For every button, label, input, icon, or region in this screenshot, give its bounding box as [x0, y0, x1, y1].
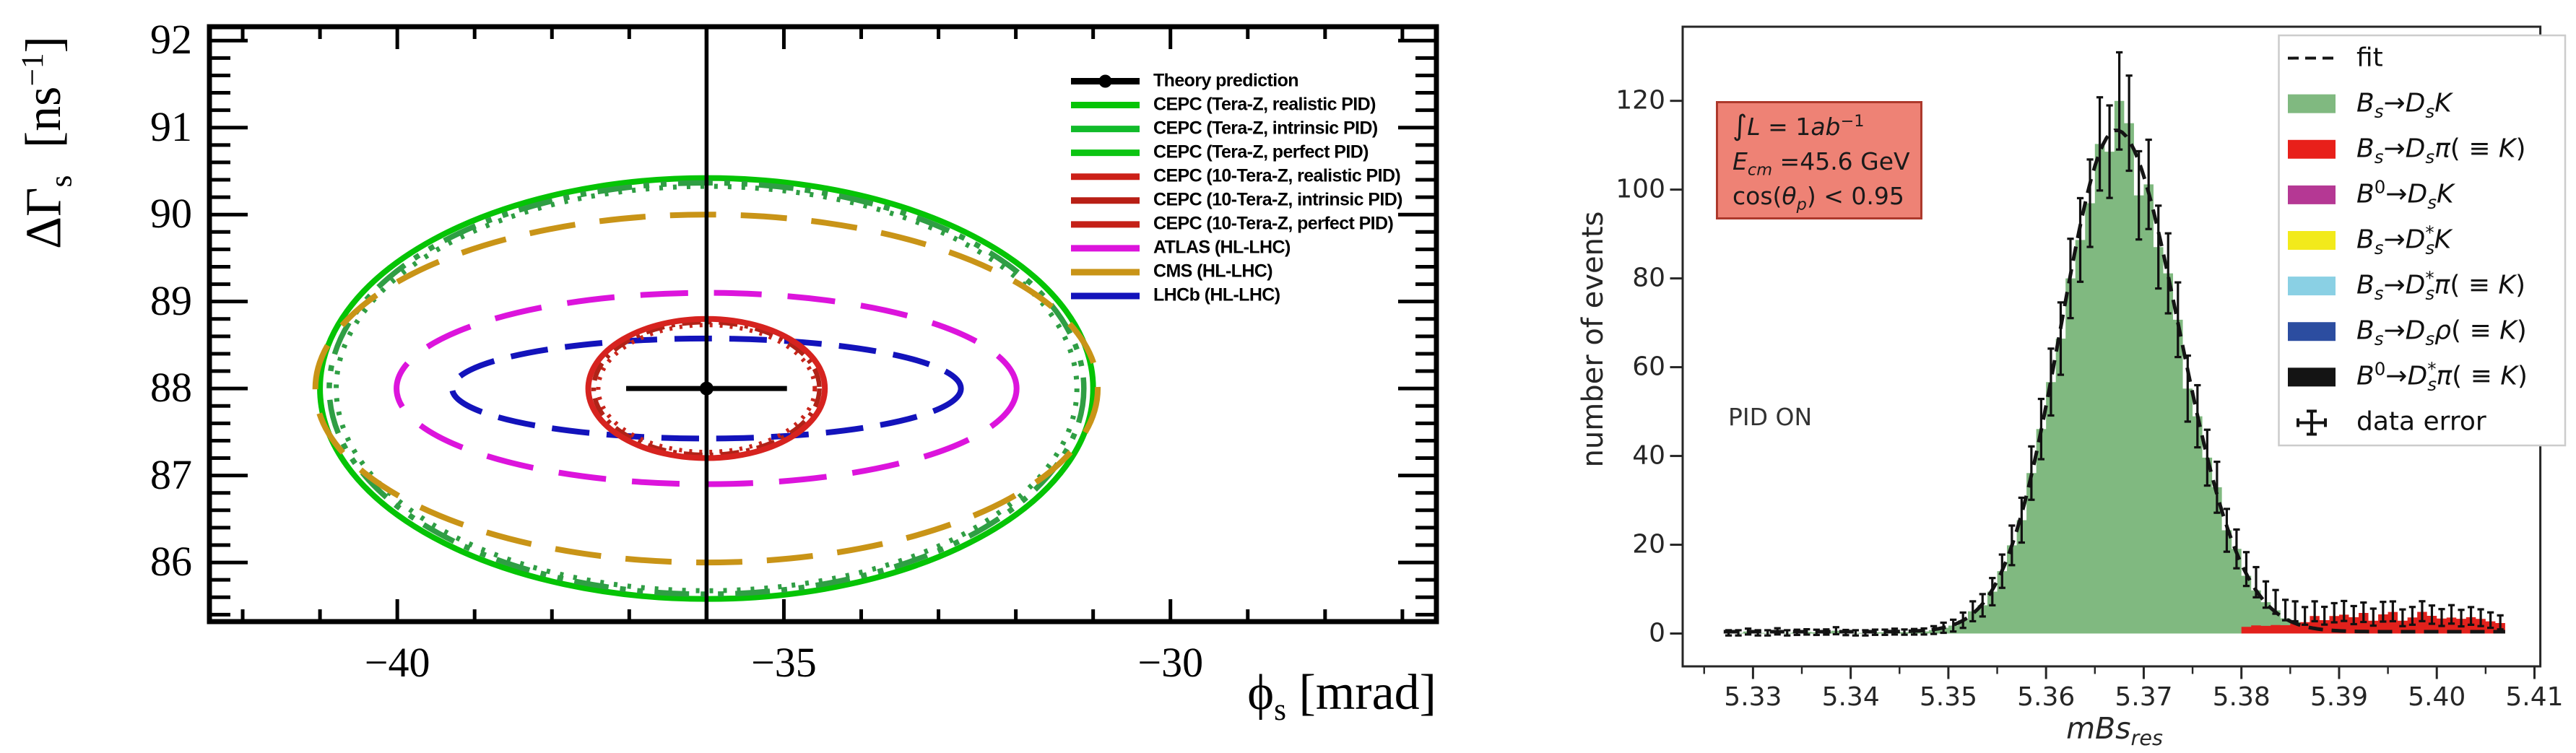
right-y-tick-label: 100: [1616, 174, 1665, 204]
energy-subscript: cm: [1747, 160, 1773, 180]
theta-subscript: p: [1796, 195, 1807, 214]
right-y-axis-title: number of events: [1577, 211, 1610, 468]
right-legend-swatch: [2288, 231, 2336, 250]
right-x-tick-label: 5.38: [2212, 682, 2271, 712]
theory-point-marker: [699, 381, 714, 396]
right-y-tick-label: 0: [1649, 618, 1665, 648]
left-legend-label: ATLAS (HL-LHC): [1153, 237, 1291, 258]
right-legend-label: Bs→Dsρ( ≡ K): [2356, 315, 2527, 350]
left-y-tick-label: 86: [150, 538, 192, 586]
left-y-tick-label: 92: [150, 16, 192, 64]
left-y-title-exponent: −1: [15, 53, 50, 87]
right-x-title-variable: mBs: [2066, 710, 2131, 746]
right-legend-swatch: [2288, 322, 2336, 341]
energy-value: =45.6 GeV: [1772, 147, 1910, 175]
left-y-title-subscript: s: [43, 175, 79, 188]
left-legend-label: CEPC (Tera-Z, realistic PID): [1153, 93, 1376, 114]
histogram-signal-green: [1723, 100, 2505, 634]
left-legend-label: CEPC (Tera-Z, perfect PID): [1153, 142, 1369, 162]
info-line-luminosity: ∫L = 1ab−1: [1732, 109, 1909, 144]
right-x-tick-label: 5.33: [1724, 682, 1782, 712]
left-legend-label: CEPC (10-Tera-Z, perfect PID): [1153, 213, 1394, 234]
right-legend-swatch: [2288, 367, 2336, 387]
left-legend-label: LHCb (HL-LHC): [1153, 284, 1280, 305]
right-legend-swatch: [2288, 139, 2336, 159]
right-x-tick-label: 5.39: [2310, 682, 2369, 712]
right-y-tick-label: 20: [1632, 529, 1665, 560]
pid-on-label: PID ON: [1728, 403, 1813, 431]
right-legend-swatch: [2288, 94, 2336, 113]
left-x-axis-title: ϕs [mrad]: [1247, 664, 1436, 728]
right-y-tick-label: 60: [1632, 352, 1665, 382]
left-legend-marker-dot: [1098, 74, 1112, 88]
luminosity-value: = 1: [1760, 113, 1811, 141]
left-x-title-symbol: ϕ: [1247, 665, 1275, 721]
right-legend-swatch: [2288, 185, 2336, 204]
left-y-tick-label: 91: [150, 103, 192, 150]
luminosity-unit: ab: [1810, 113, 1841, 141]
left-y-tick-label: 90: [150, 190, 192, 238]
luminosity-info-box: ∫L = 1ab−1 Ecm =45.6 GeV cos(θp) < 0.95: [1716, 101, 1922, 219]
right-x-tick-label: 5.34: [1821, 682, 1880, 712]
left-plot-frame: [207, 24, 1439, 624]
right-legend-label: Bs→Dsπ( ≡ K): [2356, 134, 2526, 167]
right-legend-label: Bs→Ds*π( ≡ K): [2356, 267, 2526, 304]
energy-symbol: E: [1732, 147, 1748, 175]
left-legend-label: CEPC (10-Tera-Z, realistic PID): [1153, 165, 1401, 186]
right-legend-label: B0→DsK: [2356, 176, 2454, 213]
contour-cepc-10-tera-z-perfect-pid-: [596, 323, 818, 455]
right-x-tick-label: 5.41: [2505, 682, 2564, 712]
left-x-title-unit: [mrad]: [1286, 665, 1436, 721]
fit-curve: [1723, 129, 2505, 634]
contour-cepc-tera-z-perfect-pid-: [334, 183, 1080, 593]
info-line-costheta: cos(θp) < 0.95: [1732, 179, 1909, 214]
right-y-tick-label: 80: [1632, 263, 1665, 293]
theta-symbol: θ: [1782, 182, 1797, 210]
costheta-function: cos(: [1732, 182, 1782, 210]
right-legend-swatch: [2288, 277, 2336, 296]
right-legend-label: Bs→Ds*K: [2356, 222, 2452, 258]
right-x-title-subscript: res: [2130, 726, 2163, 751]
right-x-tick-label: 5.40: [2408, 682, 2466, 712]
left-y-tick-label: 88: [150, 364, 192, 412]
left-y-tick-label: 87: [150, 451, 192, 498]
left-x-tick-label: −30: [1137, 639, 1204, 686]
right-x-tick-label: 5.35: [1919, 682, 1977, 712]
left-legend-label: CEPC (10-Tera-Z, intrinsic PID): [1153, 189, 1402, 210]
luminosity-symbol: L: [1747, 113, 1761, 141]
integral-sign: ∫: [1732, 110, 1748, 142]
contour-cepc-10-tera-z-intrinsic-pid-: [591, 319, 822, 458]
right-legend-label: data error: [2356, 407, 2486, 438]
left-x-title-subscript: s: [1274, 692, 1287, 727]
costheta-value: ) < 0.95: [1806, 182, 1904, 210]
right-legend-label: Bs→DsK: [2356, 88, 2452, 122]
left-x-tick-label: −40: [364, 639, 430, 686]
left-legend-label: Theory prediction: [1153, 69, 1299, 90]
right-legend-label: fit: [2356, 43, 2383, 73]
right-legend-label: B0→Ds*π( ≡ K): [2356, 359, 2528, 396]
left-legend-label: CMS (HL-LHC): [1153, 261, 1273, 282]
right-y-tick-label: 40: [1632, 440, 1665, 471]
luminosity-unit-exponent: −1: [1840, 112, 1865, 131]
info-line-energy: Ecm =45.6 GeV: [1732, 144, 1910, 180]
left-legend-label: CEPC (Tera-Z, intrinsic PID): [1153, 117, 1378, 138]
left-x-tick-label: −35: [751, 639, 817, 686]
right-x-tick-label: 5.36: [2017, 682, 2076, 712]
right-y-tick-label: 120: [1616, 85, 1665, 116]
right-x-tick-label: 5.37: [2115, 682, 2173, 712]
left-y-tick-label: 89: [150, 277, 192, 324]
right-x-axis-title: mBsres: [2066, 711, 2163, 750]
